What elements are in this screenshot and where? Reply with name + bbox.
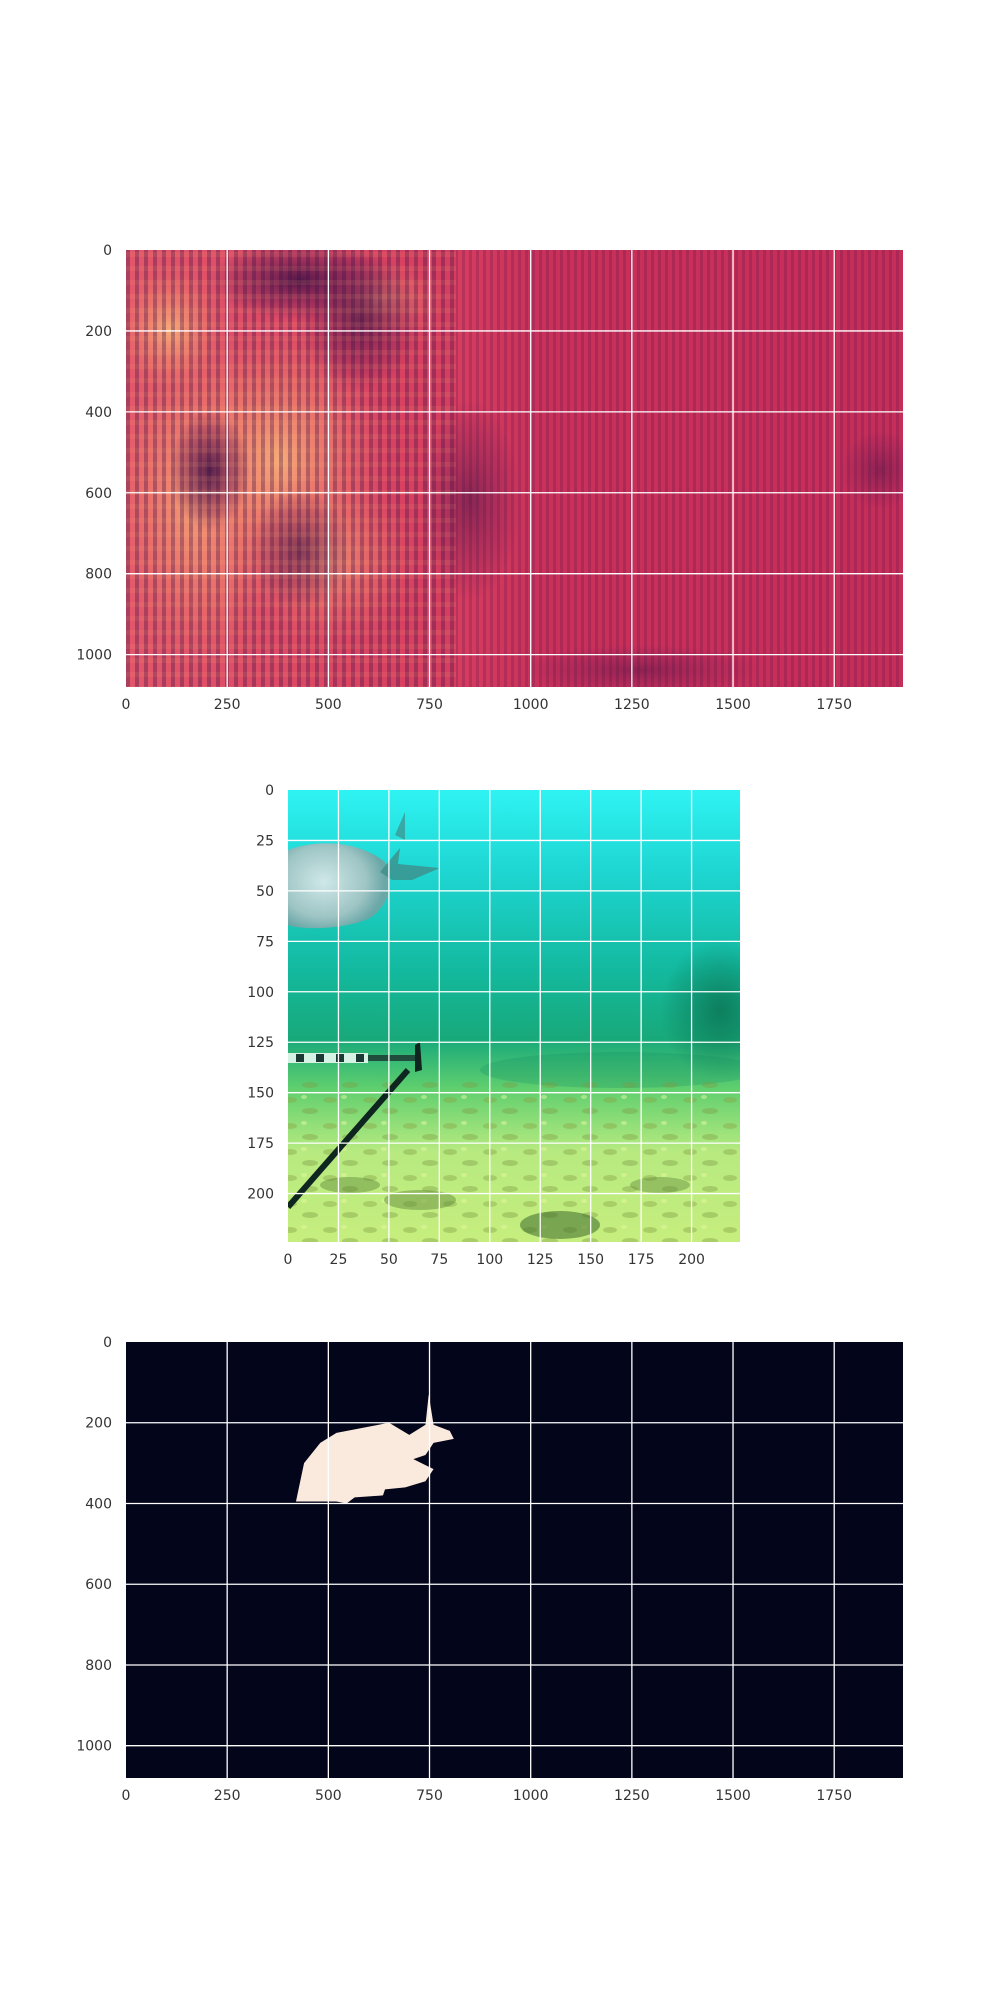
axes: 0 250 500 750 1000 1250 1500 1750 0 200 400 600 800 1… (76, 243, 852, 713)
x-tick-label: 1750 (816, 1788, 852, 1804)
x-tick-label: 750 (416, 1788, 443, 1804)
x-tick-label: 175 (628, 1252, 655, 1268)
x-tick-label: 1500 (715, 1788, 751, 1804)
y-tick-label: 150 (247, 1086, 274, 1102)
y-tick-label: 800 (85, 1658, 112, 1674)
x-tick-label: 1000 (513, 1788, 549, 1804)
y-tick-label: 100 (247, 985, 274, 1001)
y-tick-label: 75 (256, 934, 274, 950)
y-tick-label: 0 (103, 1335, 112, 1351)
x-tick-label: 125 (527, 1252, 554, 1268)
y-tick-label: 800 (85, 567, 112, 583)
y-tick-label: 600 (85, 1577, 112, 1593)
x-tick-label: 1250 (614, 697, 650, 713)
x-tick-label: 1250 (614, 1788, 650, 1804)
x-tick-label: 1500 (715, 697, 751, 713)
panel-3-mask: 0 250 500 750 1000 1250 1500 1750 0 200 400 600 800 1… (76, 1335, 903, 1804)
mask-image (126, 1342, 903, 1778)
y-tick-label: 0 (265, 783, 274, 799)
y-tick-label: 1000 (76, 648, 112, 664)
y-tick-label: 125 (247, 1035, 274, 1051)
y-tick-label: 1000 (76, 1739, 112, 1755)
x-tick-label: 25 (330, 1252, 348, 1268)
underwater-image (288, 790, 740, 1242)
y-tick-label: 50 (256, 884, 274, 900)
axes: 0 25 50 75 100 125 150 175 200 0 25 50 75 100 125 150 17… (247, 783, 705, 1268)
heatmap-image (126, 250, 903, 687)
x-tick-label: 0 (122, 1788, 131, 1804)
x-tick-label: 1000 (513, 697, 549, 713)
axes: 0 250 500 750 1000 1250 1500 1750 0 200 400 600 800 1… (76, 1335, 852, 1804)
y-tick-label: 400 (85, 405, 112, 421)
y-tick-label: 200 (85, 324, 112, 340)
x-tick-label: 50 (380, 1252, 398, 1268)
grid-lines (288, 790, 740, 1242)
y-tick-label: 175 (247, 1136, 274, 1152)
fish-mask-shape (295, 1394, 454, 1504)
x-tick-label: 1750 (816, 697, 852, 713)
panel-1-heatmap: 0 250 500 750 1000 1250 1500 1750 0 200 400 600 800 1… (76, 243, 903, 713)
x-tick-label: 150 (577, 1252, 604, 1268)
panel-2-underwater-image: 0 25 50 75 100 125 150 175 200 0 25 50 75 100 125 150 17… (247, 783, 740, 1268)
x-tick-label: 750 (416, 697, 443, 713)
grid-lines (126, 1342, 903, 1778)
x-tick-label: 0 (122, 697, 131, 713)
x-tick-label: 250 (214, 1788, 241, 1804)
x-tick-label: 250 (214, 697, 241, 713)
y-tick-label: 400 (85, 1496, 112, 1512)
x-tick-label: 0 (284, 1252, 293, 1268)
y-tick-label: 25 (256, 833, 274, 849)
x-tick-label: 200 (678, 1252, 705, 1268)
x-tick-label: 100 (476, 1252, 503, 1268)
y-tick-label: 0 (103, 243, 112, 259)
x-tick-label: 500 (315, 1788, 342, 1804)
grid-lines (126, 250, 903, 687)
x-tick-label: 75 (430, 1252, 448, 1268)
y-tick-label: 600 (85, 486, 112, 502)
y-tick-label: 200 (247, 1187, 274, 1203)
x-tick-label: 500 (315, 697, 342, 713)
y-tick-label: 200 (85, 1416, 112, 1432)
